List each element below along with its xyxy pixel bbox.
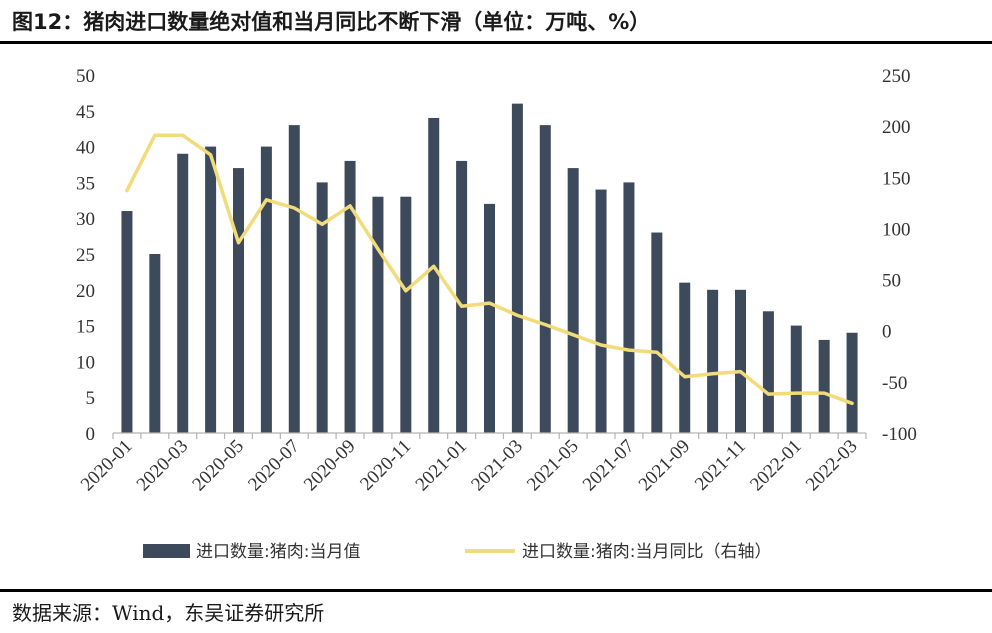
x-axis-tick-label: 2020-03 [133,436,193,496]
bar [316,182,328,433]
bar [288,125,300,434]
bar [623,182,635,433]
left-axis-tick-label: 30 [76,209,95,230]
bar [707,289,719,433]
left-axis-tick-label: 0 [86,424,96,445]
x-axis-tick-label: 2021-09 [635,436,695,496]
legend-bar-label: 进口数量:猪肉:当月值 [196,542,360,562]
x-axis-tick-label: 2021-07 [579,436,639,496]
x-axis-tick-label: 2020-09 [300,436,360,496]
bar [205,146,217,433]
bar [484,203,495,433]
bottom-rule [0,589,992,592]
bar [177,153,189,433]
x-axis-tick-label: 2022-03 [802,436,862,496]
left-axis-tick-label: 20 [76,281,95,302]
right-axis-tick-label: 200 [882,117,911,138]
bar [679,282,691,433]
left-axis-tick-label: 35 [76,173,95,194]
right-axis-tick-label: 250 [882,66,911,87]
bar [428,117,440,434]
left-axis-tick-label: 5 [86,388,96,409]
left-axis-tick-label: 25 [76,245,95,266]
bar [846,332,858,433]
x-axis-tick-label: 2020-07 [244,436,304,496]
bar [818,339,830,433]
x-axis-tick-label: 2020-05 [188,436,248,496]
bar [790,325,802,433]
bar [651,232,663,433]
x-axis-tick-label: 2020-11 [356,436,415,495]
bar [595,189,607,433]
bar [762,311,774,433]
bar [121,211,133,433]
x-axis-tick-label: 2021-03 [467,436,527,496]
right-axis-tick-label: -100 [882,424,917,445]
bar [233,168,244,433]
figure-title: 图12：猪肉进口数量绝对值和当月同比不断下滑（单位：万吨、%） [12,10,651,34]
data-source: 数据来源：Wind，东吴证券研究所 [12,601,325,625]
bar [735,289,746,433]
left-axis-tick-label: 45 [76,102,95,123]
x-axis-tick-label: 2022-01 [746,436,806,496]
bar [372,196,384,433]
legend-line-label: 进口数量:猪肉:当月同比（右轴） [522,542,771,562]
x-axis-tick-label: 2021-01 [412,436,472,496]
top-rule [0,41,992,44]
left-axis-tick-label: 40 [76,138,95,159]
x-axis-tick-label: 2021-11 [691,436,750,495]
legend-bar-swatch [143,544,190,558]
left-axis-tick-label: 15 [76,317,95,338]
bar [260,146,272,433]
bar [149,254,161,433]
bar [344,160,356,434]
bar [511,103,523,433]
right-axis-tick-label: 50 [882,271,901,292]
left-axis-tick-label: 10 [76,352,95,373]
bar [539,125,551,434]
right-axis-tick-label: 150 [882,168,911,189]
right-axis-tick-label: -50 [882,373,907,394]
right-axis-tick-label: 0 [882,322,892,343]
x-axis-tick-label: 2021-05 [523,436,583,496]
bar [567,168,579,433]
left-axis-tick-label: 50 [76,66,95,87]
bar [400,196,412,433]
combo-chart: 0 5 10 15 20 25 30 35 40 45 50 -100 -50 0 50 100 150 200 2… [76,66,917,562]
bar [456,160,468,434]
right-axis-tick-label: 100 [882,219,911,240]
